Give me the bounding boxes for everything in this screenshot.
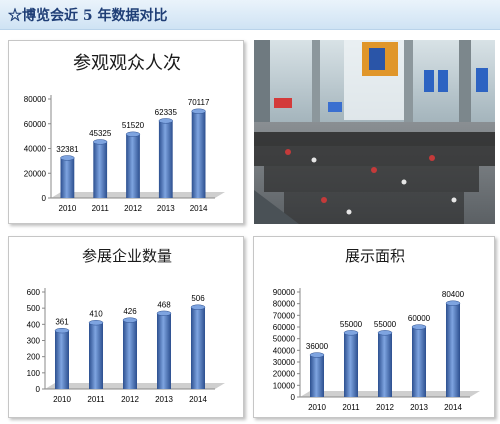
exhibitors-chart: 参展企业数量 0 100 200 300 400 500 600 361 2010 410 2011 4… (27, 247, 225, 404)
y-tick-label: 0 (36, 385, 41, 394)
x-tick-label: 2011 (87, 395, 105, 404)
title-bar: ☆博览会近 5 年数据对比 (0, 0, 500, 30)
data-label: 80400 (442, 290, 465, 299)
bar-top (191, 108, 206, 114)
x-tick-label: 2013 (157, 204, 175, 213)
bar (344, 332, 358, 397)
x-tick-label: 2012 (376, 403, 394, 412)
y-tick-label: 0 (291, 393, 296, 402)
y-tick-label: 600 (27, 288, 41, 297)
y-tick-label: 80000 (24, 95, 47, 104)
y-tick-label: 40000 (24, 145, 47, 154)
x-tick-label: 2010 (59, 204, 77, 213)
data-label: 60000 (408, 314, 431, 323)
bar (158, 120, 173, 198)
x-tick-label: 2014 (190, 204, 208, 213)
bar-top (156, 310, 172, 316)
data-label: 51520 (122, 121, 145, 130)
bar-top (377, 330, 393, 336)
bar (412, 327, 426, 397)
visitors-chart-panel: 参观观众人次 0 20000 40000 60000 80000 32381 2010 4532… (8, 40, 244, 224)
data-label: 361 (55, 318, 69, 327)
y-tick-label: 80000 (273, 300, 296, 309)
chart-title: 参观观众人次 (73, 53, 181, 74)
y-tick-label: 200 (27, 353, 41, 362)
y-tick-label: 30000 (273, 358, 296, 367)
bar (191, 307, 205, 389)
x-tick-label: 2012 (121, 395, 139, 404)
bar (446, 303, 460, 397)
bar (123, 320, 137, 389)
bar-top (54, 327, 70, 334)
y-tick-label: 20000 (24, 169, 47, 178)
x-tick-label: 2013 (410, 403, 428, 412)
bar-top (309, 352, 325, 358)
y-tick-label: 400 (27, 320, 41, 329)
bar-top (122, 317, 138, 323)
x-tick-label: 2014 (444, 403, 462, 412)
bar (310, 355, 324, 397)
y-tick-label: 0 (42, 194, 47, 203)
chart-title: 展示面积 (345, 247, 405, 265)
data-label: 32381 (56, 145, 79, 154)
data-label: 62335 (155, 108, 178, 117)
y-tick-label: 10000 (273, 381, 296, 390)
y-tick-label: 50000 (273, 335, 296, 344)
y-tick-label: 90000 (273, 288, 296, 297)
y-tick-label: 100 (27, 369, 41, 378)
chart-title: 参展企业数量 (82, 247, 172, 265)
bar (93, 141, 108, 198)
x-tick-label: 2013 (155, 395, 173, 404)
exhibitors-chart-panel: 参展企业数量 0 100 200 300 400 500 600 361 2010 410 2011 4… (8, 236, 244, 418)
bar (378, 332, 392, 397)
y-tick-label: 70000 (273, 311, 296, 320)
data-label: 426 (123, 307, 137, 316)
bar (55, 330, 69, 389)
x-tick-label: 2010 (308, 403, 326, 412)
bar-top (158, 118, 173, 124)
data-label: 36000 (306, 342, 329, 351)
y-tick-label: 60000 (24, 120, 47, 129)
x-tick-label: 2011 (342, 403, 360, 412)
data-label: 468 (157, 300, 171, 309)
y-tick-label: 40000 (273, 346, 296, 355)
data-label: 45325 (89, 129, 112, 138)
data-label: 410 (89, 310, 103, 319)
y-tick-label: 300 (27, 337, 41, 346)
x-tick-label: 2011 (92, 204, 110, 213)
x-tick-label: 2014 (189, 395, 207, 404)
bar-top (60, 155, 75, 161)
y-tick-label: 500 (27, 304, 41, 313)
bar-top (411, 324, 427, 330)
y-tick-label: 20000 (273, 370, 296, 379)
page-title: ☆博览会近 5 年数据对比 (8, 8, 168, 24)
x-tick-label: 2010 (53, 395, 71, 404)
bar-top (125, 131, 141, 137)
data-label: 70117 (188, 98, 210, 107)
data-label: 55000 (374, 320, 397, 329)
bar-top (343, 330, 359, 336)
bar-top (445, 300, 461, 306)
visitors-chart: 参观观众人次 0 20000 40000 60000 80000 32381 2010 4532… (24, 53, 225, 213)
area-chart: 展示面积 0 10000 20000 30000 40000 50000 60000 70000… (273, 247, 480, 412)
bar-top (190, 304, 206, 310)
bar (191, 111, 206, 198)
bar-top (93, 139, 108, 145)
data-label: 506 (191, 294, 205, 303)
bar (60, 157, 75, 198)
bar (157, 313, 171, 389)
y-tick-label: 60000 (273, 323, 296, 332)
data-label: 55000 (340, 320, 363, 329)
bar (126, 134, 140, 198)
bar (89, 322, 103, 389)
area-chart-panel: 展示面积 0 10000 20000 30000 40000 50000 60000 70000… (253, 236, 495, 418)
x-tick-label: 2012 (124, 204, 142, 213)
bar-top (88, 320, 104, 326)
exhibition-hall-photo (254, 40, 495, 224)
